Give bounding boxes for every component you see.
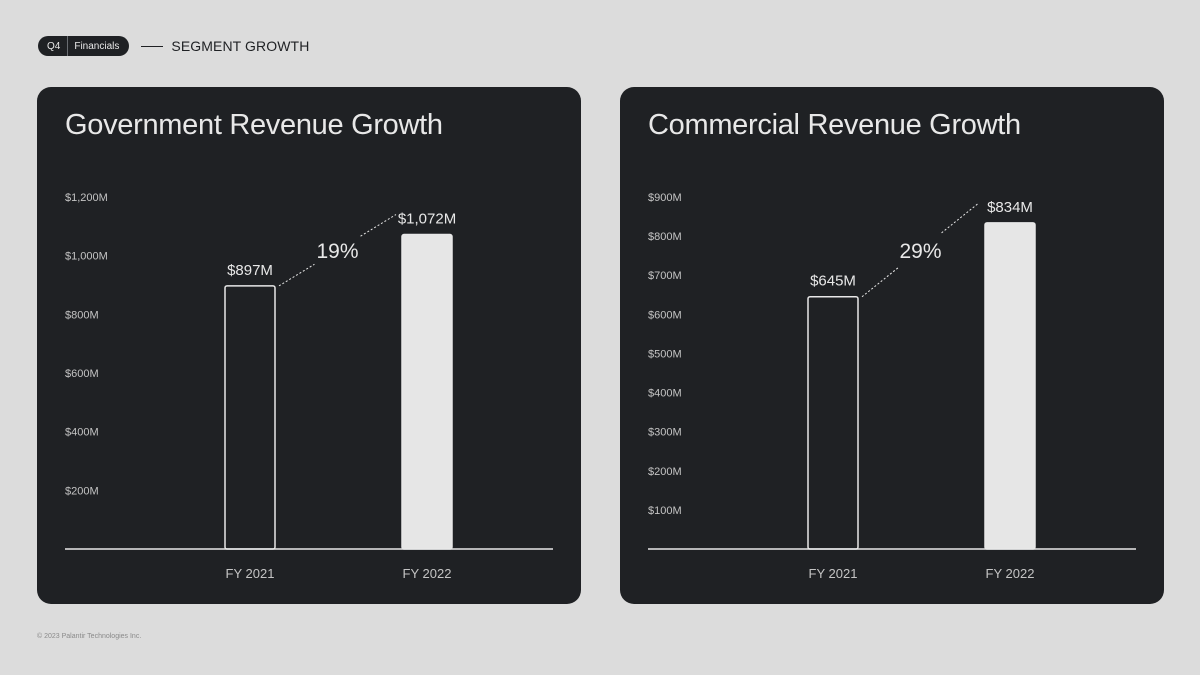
bar xyxy=(807,295,859,550)
bar xyxy=(401,233,453,550)
y-tick-label: $900M xyxy=(648,192,682,204)
y-tick-label: $800M xyxy=(648,231,682,243)
slide-header: Q4 Financials SEGMENT GROWTH xyxy=(38,36,309,56)
copyright-footer: © 2023 Palantir Technologies Inc. xyxy=(37,633,142,640)
growth-percent-label: 29% xyxy=(899,240,941,263)
section-label: Financials xyxy=(74,40,120,52)
bar-value-label: $645M xyxy=(810,273,856,290)
y-tick-label: $200M xyxy=(648,466,682,478)
y-tick-label: $400M xyxy=(65,427,99,439)
bar-value-label: $897M xyxy=(227,262,273,279)
header-rule xyxy=(141,45,164,47)
page-title: SEGMENT GROWTH xyxy=(171,38,310,54)
commercial-chart-card: $100M $200M $300M $400M $500M $600M $700M $800M… xyxy=(620,87,1164,604)
y-tick-label: $600M xyxy=(65,368,99,380)
commercial-revenue-chart: $100M $200M $300M $400M $500M $600M $700M $800M… xyxy=(648,192,1136,581)
y-tick-label: $800M xyxy=(65,309,99,321)
section-pill: Q4 Financials xyxy=(38,36,130,56)
y-tick-label: $200M xyxy=(65,485,99,497)
growth-percent-label: 19% xyxy=(316,240,358,263)
y-tick-label: $600M xyxy=(648,309,682,321)
y-tick-label: $100M xyxy=(648,505,682,517)
commercial-chart-title: Commercial Revenue Growth xyxy=(648,109,1021,141)
bar-value-label: $1,072M xyxy=(398,211,456,228)
government-revenue-chart: $200M $400M $600M $800M $1,000M $1,200M $897M F… xyxy=(65,192,553,581)
growth-connector xyxy=(941,202,980,234)
growth-connector xyxy=(360,214,397,237)
x-category-label: FY 2022 xyxy=(403,566,452,581)
y-tick-label: $400M xyxy=(648,388,682,400)
bar xyxy=(984,222,1036,550)
y-tick-label: $500M xyxy=(648,348,682,360)
y-tick-label: $300M xyxy=(648,427,682,439)
y-tick-label: $700M xyxy=(648,270,682,282)
pill-divider xyxy=(67,36,69,56)
growth-connector xyxy=(861,266,900,298)
x-category-label: FY 2022 xyxy=(986,566,1035,581)
growth-connector xyxy=(278,263,315,287)
x-category-label: FY 2021 xyxy=(809,566,858,581)
y-tick-label: $1,000M xyxy=(65,251,108,263)
x-category-label: FY 2021 xyxy=(226,566,275,581)
government-chart-title: Government Revenue Growth xyxy=(65,109,443,141)
quarter-label: Q4 xyxy=(47,40,61,52)
y-tick-label: $1,200M xyxy=(65,192,108,204)
government-chart-card: $200M $400M $600M $800M $1,000M $1,200M $897M F… xyxy=(37,87,581,604)
bar xyxy=(224,285,276,550)
bar-value-label: $834M xyxy=(987,199,1033,216)
